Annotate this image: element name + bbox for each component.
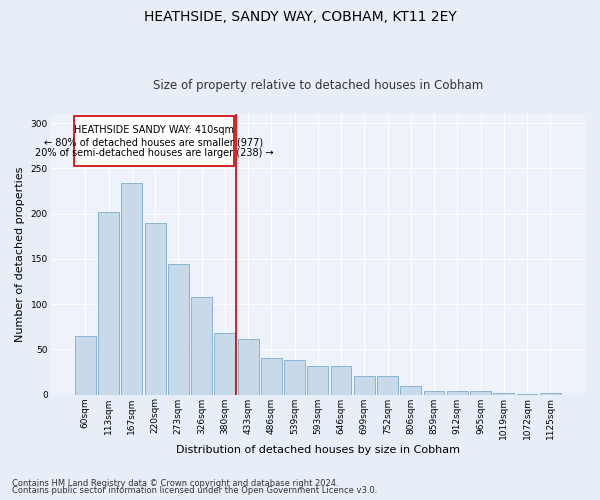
Bar <box>354 376 375 394</box>
Text: HEATHSIDE, SANDY WAY, COBHAM, KT11 2EY: HEATHSIDE, SANDY WAY, COBHAM, KT11 2EY <box>143 10 457 24</box>
Text: HEATHSIDE SANDY WAY: 410sqm: HEATHSIDE SANDY WAY: 410sqm <box>74 125 234 135</box>
Bar <box>261 358 282 394</box>
Y-axis label: Number of detached properties: Number of detached properties <box>15 166 25 342</box>
Bar <box>400 386 421 394</box>
Text: Contains HM Land Registry data © Crown copyright and database right 2024.: Contains HM Land Registry data © Crown c… <box>12 478 338 488</box>
X-axis label: Distribution of detached houses by size in Cobham: Distribution of detached houses by size … <box>176 445 460 455</box>
Bar <box>307 366 328 394</box>
FancyBboxPatch shape <box>74 116 234 166</box>
Bar <box>331 366 352 394</box>
Text: Contains public sector information licensed under the Open Government Licence v3: Contains public sector information licen… <box>12 486 377 495</box>
Bar <box>191 297 212 394</box>
Bar <box>493 392 514 394</box>
Bar <box>447 391 468 394</box>
Bar <box>98 212 119 394</box>
Title: Size of property relative to detached houses in Cobham: Size of property relative to detached ho… <box>152 79 483 92</box>
Text: 20% of semi-detached houses are larger (238) →: 20% of semi-detached houses are larger (… <box>35 148 273 158</box>
Bar <box>424 391 445 394</box>
Bar <box>470 391 491 394</box>
Bar <box>214 333 235 394</box>
Bar <box>540 392 561 394</box>
Bar <box>284 360 305 394</box>
Bar <box>145 222 166 394</box>
Bar <box>75 336 96 394</box>
Bar <box>168 264 189 394</box>
Bar <box>121 183 142 394</box>
Bar <box>377 376 398 394</box>
Bar <box>238 340 259 394</box>
Text: ← 80% of detached houses are smaller (977): ← 80% of detached houses are smaller (97… <box>44 138 263 147</box>
